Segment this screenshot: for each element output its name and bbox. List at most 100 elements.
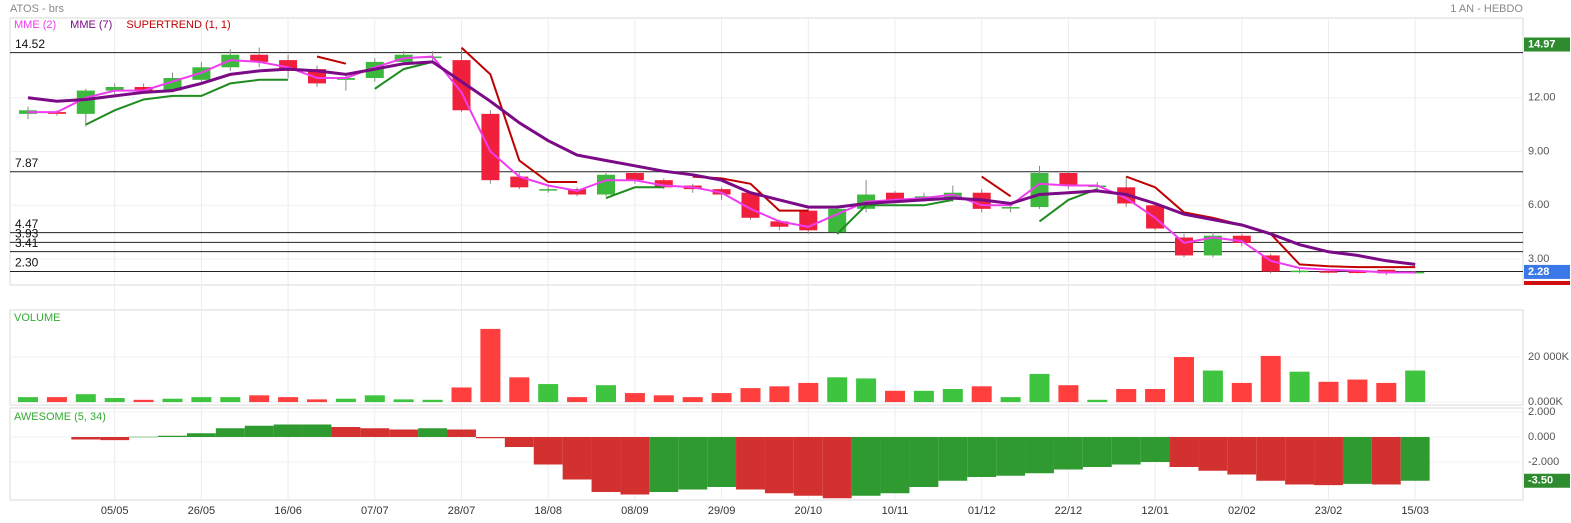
bar <box>913 390 934 403</box>
candle-body <box>1030 173 1049 208</box>
bar <box>1260 355 1281 403</box>
bar <box>938 437 968 481</box>
bar <box>856 378 877 403</box>
candle-body <box>279 60 298 71</box>
bar <box>769 386 790 403</box>
bar <box>1087 399 1108 403</box>
value-marker <box>1524 473 1570 488</box>
bar <box>307 399 327 403</box>
bar <box>562 437 592 480</box>
x-tick-label: 10/11 <box>882 505 909 517</box>
price-marker-label: 14.97 <box>1528 38 1556 50</box>
bar <box>18 397 38 403</box>
bar <box>822 437 852 499</box>
bar <box>244 425 274 437</box>
level-label: 3.93 <box>15 227 39 241</box>
ema-line <box>28 55 1416 274</box>
header-title: ATOS - brs <box>10 3 64 15</box>
bar <box>1116 389 1137 403</box>
bar <box>1058 385 1079 403</box>
bar <box>967 437 997 477</box>
bar <box>942 389 963 403</box>
bar <box>186 433 216 437</box>
bar <box>1053 437 1083 470</box>
y-tick-label: 6.00 <box>1528 199 1549 211</box>
bar <box>475 437 505 439</box>
candle-body <box>105 86 124 91</box>
bar <box>1371 437 1401 485</box>
legend-entry: MME (2) <box>14 19 56 31</box>
candle-body <box>1232 235 1251 243</box>
bar <box>1174 357 1194 403</box>
candle-body <box>1261 255 1280 272</box>
bar <box>996 437 1026 476</box>
bar <box>1227 437 1257 475</box>
bar <box>422 399 443 403</box>
bar <box>158 435 187 437</box>
bar <box>480 328 501 403</box>
value-marker-label: -3.50 <box>1528 475 1553 487</box>
bar <box>162 398 183 403</box>
x-tick-label: 16/06 <box>274 505 302 517</box>
bar <box>129 436 159 438</box>
candle-body <box>625 173 644 181</box>
bar <box>1145 389 1166 403</box>
bar <box>798 382 819 403</box>
candle-body <box>539 189 558 191</box>
bar <box>711 393 732 403</box>
candle-body <box>654 180 673 188</box>
x-tick-label: 07/07 <box>361 505 389 517</box>
bar <box>591 437 621 492</box>
bar <box>451 387 472 403</box>
panel-title: VOLUME <box>14 312 60 324</box>
bar <box>827 377 848 403</box>
candle-body <box>886 192 904 200</box>
bar <box>447 429 476 437</box>
y-tick-label: 9.00 <box>1528 145 1549 157</box>
bar <box>678 437 708 490</box>
bar <box>538 384 559 403</box>
ema-line <box>27 60 1416 266</box>
bar <box>302 424 332 437</box>
y-tick-label: 0.000 <box>1528 431 1556 443</box>
bar <box>1285 437 1315 485</box>
candle-body <box>250 54 269 62</box>
bar <box>1314 437 1343 486</box>
bar <box>220 397 241 403</box>
x-tick-label: 18/08 <box>534 505 562 517</box>
bar <box>880 437 910 494</box>
candle-body <box>134 86 153 91</box>
candle-body <box>481 113 500 181</box>
bar <box>1082 437 1112 467</box>
y-tick-label: 3.00 <box>1528 253 1549 265</box>
bar <box>504 437 534 447</box>
legend-entry: MME (7) <box>70 19 112 31</box>
bar <box>707 437 737 487</box>
bar <box>364 395 385 403</box>
bar <box>1202 370 1223 403</box>
price-marker <box>1524 37 1570 52</box>
candle-body <box>1290 270 1309 273</box>
candle-body <box>828 208 847 233</box>
bar <box>682 397 703 403</box>
bar <box>909 437 939 487</box>
bar <box>249 395 270 403</box>
supertrend-line <box>316 46 1416 269</box>
bar <box>1140 437 1170 462</box>
bar <box>885 390 905 403</box>
bar <box>1405 370 1426 403</box>
level-label: 4.47 <box>15 217 39 231</box>
bar <box>793 437 823 496</box>
y-tick-label: 20 000K <box>1528 351 1570 363</box>
bar <box>393 399 414 403</box>
bar <box>971 386 992 403</box>
marker-strip <box>1524 281 1570 285</box>
x-tick-label: 26/05 <box>188 505 216 517</box>
bar <box>1025 437 1054 474</box>
x-tick-label: 22/12 <box>1055 505 1083 517</box>
bar <box>46 397 67 403</box>
x-tick-label: 23/02 <box>1315 505 1343 517</box>
bar <box>1231 382 1252 403</box>
